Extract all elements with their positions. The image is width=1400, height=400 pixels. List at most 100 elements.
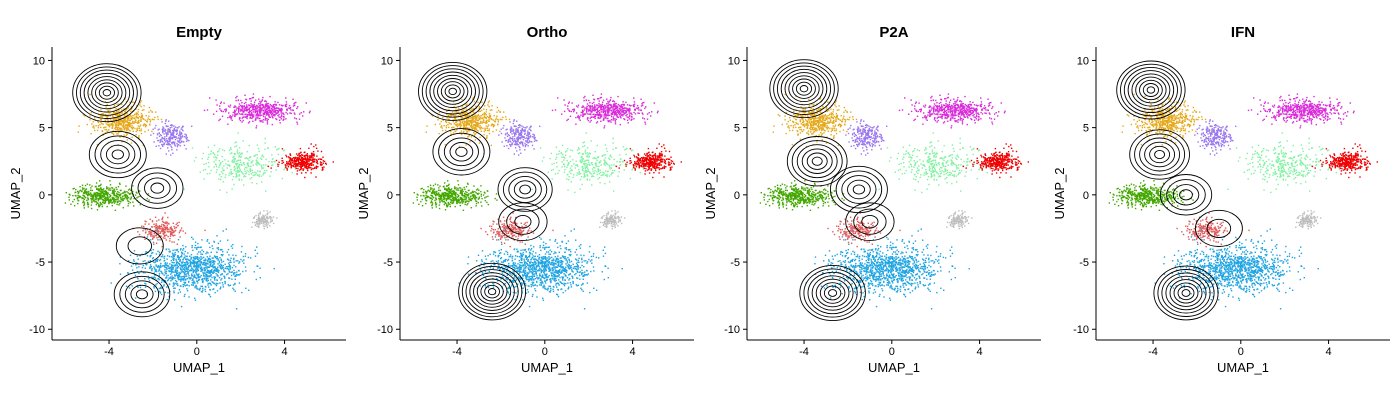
point (300, 156, 302, 158)
point (161, 245, 163, 248)
point (117, 124, 120, 126)
point (233, 158, 235, 160)
point (209, 282, 211, 284)
point (294, 113, 296, 115)
point (257, 114, 259, 117)
point (622, 113, 624, 116)
point (218, 160, 220, 162)
point (264, 104, 267, 106)
point (218, 270, 220, 272)
point (142, 118, 144, 120)
point (185, 137, 187, 139)
point (190, 265, 192, 267)
point (300, 163, 302, 165)
point (126, 133, 128, 135)
point (195, 277, 198, 280)
point (469, 120, 472, 122)
point (99, 193, 102, 195)
point (102, 189, 104, 191)
point (241, 164, 243, 166)
point (262, 121, 264, 123)
point (101, 193, 103, 195)
point (213, 282, 215, 285)
point (589, 105, 591, 108)
point (125, 112, 128, 115)
point (304, 166, 306, 168)
point (636, 105, 639, 107)
point (161, 140, 163, 142)
point (491, 123, 494, 125)
point (111, 124, 113, 126)
point (212, 272, 214, 274)
point (114, 200, 116, 203)
point (200, 291, 203, 293)
point (164, 266, 166, 268)
point (623, 112, 625, 114)
point (303, 155, 305, 157)
point (614, 112, 616, 115)
point (171, 126, 173, 128)
point (105, 123, 107, 125)
point (485, 111, 487, 113)
point (194, 244, 197, 247)
density-contours (72, 63, 184, 318)
point (238, 178, 240, 180)
point (261, 181, 263, 183)
point (192, 261, 195, 263)
point (311, 153, 314, 155)
point (111, 202, 113, 204)
point (136, 197, 138, 199)
point (440, 126, 442, 128)
point (256, 157, 259, 159)
point (460, 117, 462, 119)
point (594, 106, 597, 108)
point (113, 111, 115, 114)
point (245, 172, 248, 174)
point (616, 109, 619, 111)
point (197, 275, 199, 277)
point (218, 277, 221, 279)
point (476, 124, 479, 126)
point (226, 167, 228, 169)
point (155, 259, 157, 262)
point (179, 249, 182, 251)
point (116, 192, 118, 195)
point (91, 195, 94, 197)
point (137, 122, 139, 124)
point (213, 276, 215, 278)
point (219, 257, 221, 259)
point (219, 162, 222, 164)
point (567, 105, 569, 107)
point (150, 235, 152, 237)
point (459, 127, 462, 129)
point (313, 153, 315, 155)
point (208, 153, 210, 156)
point (277, 153, 279, 156)
point (163, 143, 165, 145)
point (174, 282, 176, 285)
point (193, 265, 195, 267)
point (607, 112, 609, 114)
point (315, 144, 317, 146)
point (122, 207, 124, 209)
point (461, 106, 463, 108)
point (262, 104, 264, 107)
point (254, 112, 256, 114)
point (183, 295, 186, 297)
point (84, 196, 86, 198)
point (207, 252, 209, 254)
point (160, 118, 163, 121)
point (301, 160, 303, 162)
contour-line (91, 79, 123, 107)
point (172, 132, 174, 134)
point (458, 107, 460, 109)
point (272, 106, 274, 108)
point (502, 116, 504, 119)
point (269, 175, 271, 177)
point (589, 107, 592, 110)
point (253, 216, 256, 218)
y-tick-label: 0 (39, 190, 45, 202)
point (493, 115, 495, 117)
point (101, 198, 103, 200)
point (438, 132, 440, 135)
